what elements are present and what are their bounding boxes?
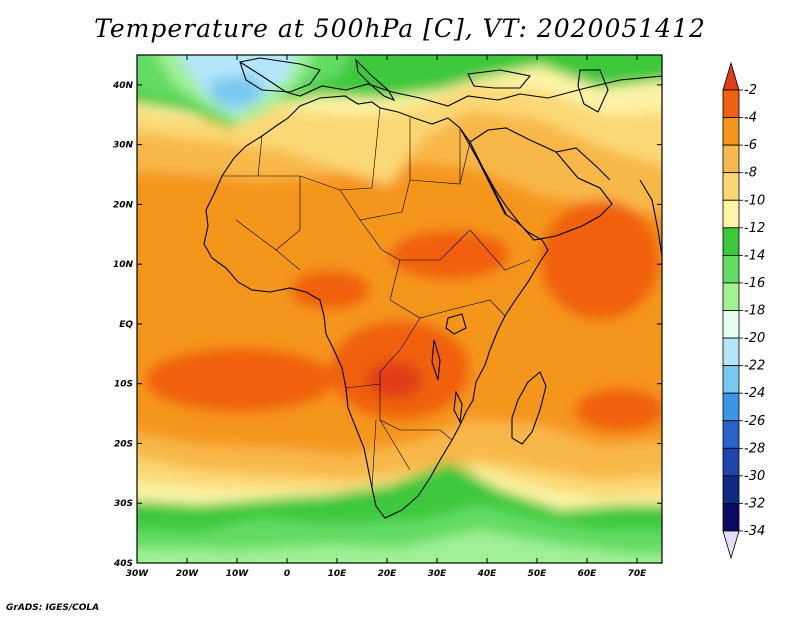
colorbar-box [722,172,740,201]
colorbar-box [722,475,740,504]
lon-tick-label: 30W [126,569,150,579]
arabian-peninsula [469,127,613,241]
colorbar-box [722,365,740,394]
lat-tick-label: 20N [113,200,134,210]
field-minus-2-core [367,362,423,398]
colorbar-box [722,254,740,284]
colorbar-label: -18 [744,304,765,319]
lon-tick-label: 50E [528,569,548,579]
colorbar-label: -24 [744,386,765,401]
temperature-field [137,55,662,563]
colorbar-label: -14 [744,248,765,263]
map-title: Temperature at 500hPa [C], VT: 202005141… [94,14,706,43]
colorbar-label: -30 [744,469,765,484]
europe-coast [239,61,662,107]
lat-tick-label: 40N [112,81,134,91]
lon-tick-label: 10E [328,569,348,579]
colorbar-box [722,144,740,174]
africa-coastline [203,95,549,519]
colorbar-label: -28 [744,441,765,456]
footer-credit: GrADS: IGES/COLA [6,603,100,613]
lon-tick-label: 0 [284,569,290,579]
lat-tick-label: 30S [114,499,133,509]
country-borders [222,107,531,489]
lon-tick-label: 20E [378,569,398,579]
colorbar-box [722,199,740,229]
coastlines [203,57,662,519]
colorbar-label: -22 [744,359,765,374]
red-sea [459,127,507,215]
colorbar-label: -6 [744,138,757,153]
field-minus-4-arabian-sea [540,200,660,320]
lon-tick-label: 60E [578,569,598,579]
lat-tick-label: 10S [114,380,133,390]
field-minus-18-south [137,530,662,563]
italy [355,58,396,102]
colorbar-label: -20 [744,331,765,346]
colorbar-box [722,392,740,422]
field-minus-4-gulf-guinea [290,270,370,310]
colorbar-box [722,337,740,367]
colorbar-box [722,117,740,146]
lat-tick-label: 40S [113,559,133,569]
field-minus-4-east-africa [390,230,510,280]
persian-gulf [555,147,611,181]
lon-tick-label: 30E [428,569,448,579]
madagascar [511,371,547,445]
colorbar-box [722,310,740,339]
iberia [239,57,321,93]
lon-tick-label: 10W [226,569,250,579]
lat-tick-label: 30N [113,141,134,151]
colorbar-label: -16 [744,276,765,291]
colorbar-label: -2 [744,83,757,98]
colorbar-top-triangle [722,61,740,91]
colorbar-label: -34 [744,524,765,539]
colorbar-bottom-triangle [722,530,740,560]
lon-tick-label: 20W [176,569,200,579]
colorbar-box [722,420,740,449]
colorbar-box [722,282,740,311]
axis-ticks: 30W 20W 10W 0 10E 20E 30E 40E 50E 60E 70E 40N 30N 20N… [112,55,662,579]
lat-tick-label: 10N [113,260,134,270]
caspian-sea [577,69,609,113]
lake-malawi [453,390,463,424]
field-minus-4-indian-ocean [575,388,662,432]
black-sea [467,69,532,89]
colorbar-box [722,503,740,532]
colorbar-label: -32 [744,496,765,511]
colorbar-box [722,447,740,477]
colorbar-label: -12 [744,221,765,236]
lat-tick-label: 20S [114,439,133,449]
colorbar-label: -8 [744,166,757,181]
map-frame [136,54,663,564]
colorbar-label: -26 [744,414,765,429]
lon-tick-label: 70E [628,569,648,579]
colorbar-label: -4 [744,111,757,126]
field-minus-4-south-atlantic [145,348,335,412]
colorbar: -2 -4 -6 -8 -10 -12 -14 -16 -18 -20 -22 -24 -26 -28 -3… [722,61,765,560]
lake-victoria [445,313,467,335]
lon-tick-label: 40E [477,569,498,579]
lat-tick-label: EQ [119,320,133,330]
colorbar-box [722,227,740,256]
colorbar-box [722,89,740,118]
colorbar-label: -10 [744,193,765,208]
lake-tanganyika [431,339,441,381]
india-coast [639,179,662,257]
